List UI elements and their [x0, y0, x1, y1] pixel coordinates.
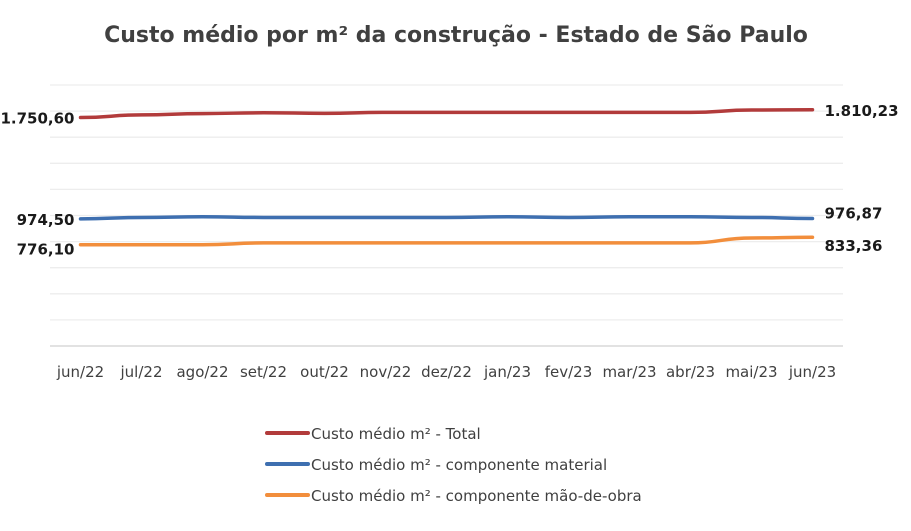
- legend-label: Custo médio m² - componente mão-de-obra: [311, 487, 642, 505]
- data-label-last: 1.810,23: [825, 102, 899, 120]
- series-line: [78, 215, 815, 221]
- series-line: [78, 235, 815, 247]
- legend-label: Custo médio m² - Total: [311, 425, 481, 443]
- x-tick-label: abr/23: [666, 363, 715, 381]
- series-lines: [78, 108, 815, 247]
- x-tick-label: jun/22: [56, 363, 104, 381]
- x-tick-label: jun/23: [788, 363, 836, 381]
- x-tick-label: out/22: [300, 363, 349, 381]
- data-label-first: 1.750,60: [0, 110, 74, 128]
- x-axis-ticks: jun/22 jul/22 ago/22 set/22 out/22 nov/22 dez/…: [56, 363, 836, 381]
- x-tick-label: jan/23: [483, 363, 531, 381]
- chart-title: Custo médio por m² da construção - Estad…: [104, 23, 808, 48]
- x-tick-label: set/22: [240, 363, 287, 381]
- data-label-last: 976,87: [825, 205, 883, 223]
- x-tick-label: ago/22: [176, 363, 228, 381]
- data-labels: 1.750,60 1.810,23 974,50 976,87 776,10 833,36: [0, 102, 898, 259]
- x-tick-label: dez/22: [421, 363, 472, 381]
- x-tick-label: jul/22: [120, 363, 163, 381]
- x-tick-label: fev/23: [545, 363, 593, 381]
- legend-label: Custo médio m² - componente material: [311, 456, 607, 474]
- x-tick-label: mai/23: [725, 363, 777, 381]
- data-label-last: 833,36: [825, 237, 883, 255]
- legend: Custo médio m² - Total Custo médio m² - c…: [265, 425, 642, 505]
- data-label-first: 776,10: [17, 241, 75, 259]
- series-line: [78, 108, 815, 120]
- x-tick-label: mar/23: [602, 363, 656, 381]
- data-label-first: 974,50: [17, 211, 75, 229]
- x-tick-label: nov/22: [360, 363, 412, 381]
